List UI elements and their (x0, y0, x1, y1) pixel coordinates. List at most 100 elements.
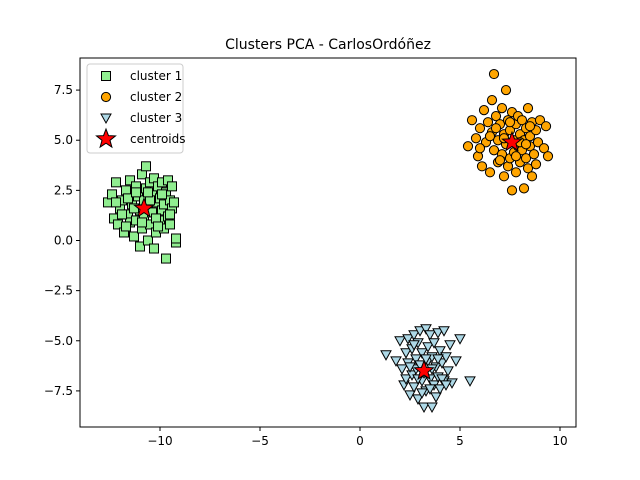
data-point (486, 95, 498, 106)
data-point (504, 117, 516, 128)
data-point (490, 123, 502, 134)
data-point (540, 121, 552, 132)
y-tick-label: 5.0 (54, 133, 73, 147)
data-point (522, 163, 534, 174)
legend-box (86, 63, 184, 154)
data-point (500, 84, 512, 96)
data-point (518, 183, 530, 194)
data-point (157, 189, 167, 200)
data-point (135, 241, 145, 252)
data-point (396, 364, 408, 375)
data-point (165, 209, 175, 220)
data-point (462, 141, 474, 152)
data-point (400, 374, 412, 385)
x-tick-label: 5 (456, 434, 464, 448)
data-point (470, 133, 482, 144)
y-tick-label: −7.5 (44, 384, 73, 398)
data-point (422, 342, 434, 353)
data-point (526, 171, 538, 182)
series-3 (380, 324, 476, 413)
data-point (542, 151, 554, 162)
legend-marker (100, 113, 112, 125)
chart-title: Clusters PCA - CarlosOrdóñez (225, 37, 431, 53)
data-point (538, 143, 550, 154)
data-point (117, 209, 127, 220)
data-point (530, 159, 542, 170)
data-point (143, 235, 153, 246)
data-point (444, 340, 456, 351)
data-point (488, 68, 500, 80)
data-point (380, 350, 392, 361)
centroid-marker (413, 359, 435, 381)
data-point (432, 354, 444, 365)
data-point (428, 338, 440, 349)
legend-marker (101, 71, 111, 81)
data-point (394, 336, 406, 347)
data-point (161, 253, 171, 264)
data-point (131, 187, 141, 198)
centroid-layer (133, 130, 523, 381)
y-tick-label: 2.5 (54, 183, 73, 197)
data-point (412, 394, 424, 405)
x-tick-label: 10 (552, 434, 567, 448)
data-point (466, 115, 478, 126)
data-point (408, 330, 420, 341)
plot-frame (79, 57, 577, 428)
data-point (450, 356, 462, 367)
legend-marker (100, 91, 112, 103)
data-point (524, 131, 536, 142)
y-tick-label: −2.5 (44, 284, 73, 298)
data-point (482, 117, 494, 128)
legend-item: cluster 2 (100, 90, 182, 104)
data-point (496, 103, 508, 114)
points-layer (103, 68, 554, 413)
data-point (484, 167, 496, 178)
data-point (490, 111, 502, 122)
legend-label: centroids (130, 132, 186, 146)
data-point (169, 197, 179, 208)
x-tick-label: −5 (251, 434, 269, 448)
data-point (137, 217, 147, 228)
legend-item: cluster 3 (100, 111, 182, 125)
data-point (510, 167, 522, 178)
data-point (484, 131, 496, 142)
data-point (153, 221, 163, 232)
data-point (424, 330, 436, 341)
legend-item: centroids (95, 127, 186, 149)
data-point (390, 356, 402, 367)
data-point (436, 374, 448, 385)
data-point (434, 346, 446, 357)
data-point (408, 340, 420, 351)
data-point (420, 354, 432, 365)
series-1 (103, 161, 181, 264)
data-point (408, 382, 420, 393)
centroid-marker (501, 130, 523, 152)
data-point (454, 334, 466, 345)
data-point (111, 197, 121, 208)
legend-label: cluster 3 (130, 111, 182, 125)
data-point (476, 161, 488, 172)
data-point (414, 326, 426, 337)
data-point (478, 105, 490, 116)
data-point (141, 161, 151, 172)
data-point (440, 380, 452, 391)
y-tick-label: 7.5 (54, 83, 73, 97)
data-point (432, 328, 444, 339)
data-point (520, 139, 532, 150)
legend-item: cluster 1 (101, 69, 182, 83)
data-point (440, 352, 452, 363)
data-point (424, 384, 436, 395)
data-point (510, 151, 522, 162)
data-point (400, 348, 412, 359)
data-point (416, 388, 428, 399)
data-point (410, 354, 422, 365)
data-point (442, 366, 454, 377)
y-tick-label: −5.0 (44, 334, 73, 348)
data-point (165, 219, 175, 230)
data-point (534, 115, 546, 126)
data-point (516, 115, 528, 126)
data-point (464, 376, 476, 387)
data-point (520, 153, 532, 164)
x-axis: −10 −5 0 5 10 (147, 427, 568, 448)
